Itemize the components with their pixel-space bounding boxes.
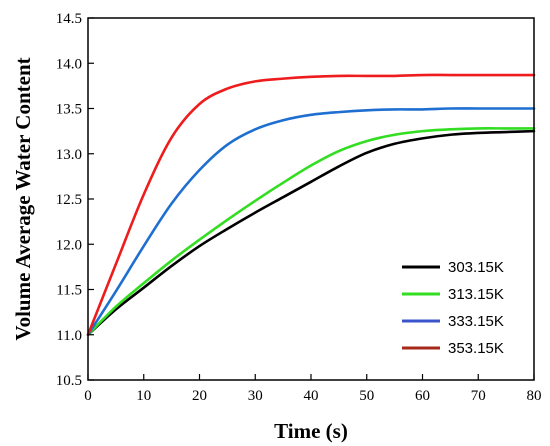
y-tick-label: 13.5 [56, 102, 82, 118]
series-line-313.15K [86, 127, 536, 337]
x-axis-title: Time (s) [274, 419, 348, 443]
x-tick-label: 50 [359, 388, 374, 404]
x-tick-label: 10 [136, 388, 151, 404]
series-line-353.15K [86, 73, 536, 337]
x-tick-label: 80 [527, 388, 542, 404]
legend: 303.15K 313.15K 333.15K 353.15K [402, 259, 504, 357]
axes-layer: 0 10 20 30 40 50 60 70 80 10.5 11.0 11.5 12.0 12.5 13.… [56, 11, 542, 404]
series-line-333.15K [86, 107, 536, 337]
y-tick-label: 14.0 [56, 56, 82, 72]
y-tick-label: 12.5 [56, 192, 82, 208]
y-tick-label: 12.0 [56, 237, 82, 253]
legend-label-303.15K: 303.15K [448, 259, 504, 276]
y-tick-label: 14.5 [56, 11, 82, 27]
legend-label-353.15K: 353.15K [448, 340, 504, 357]
x-tick-label: 20 [192, 388, 207, 404]
x-tick-label: 60 [415, 388, 430, 404]
series-line-303.15K [86, 129, 536, 337]
legend-label-313.15K: 313.15K [448, 286, 504, 303]
x-tick-label: 40 [304, 388, 319, 404]
legend-label-333.15K: 333.15K [448, 313, 504, 330]
y-tick-label: 10.5 [56, 373, 82, 389]
y-axis-title: Volume Average Water Content [11, 57, 35, 340]
x-tick-label: 70 [471, 388, 486, 404]
y-tick-label: 13.0 [56, 147, 82, 163]
series-layer [86, 73, 536, 337]
y-tick-label: 11.5 [56, 283, 82, 299]
y-tick-label: 11.0 [56, 328, 82, 344]
x-tick-label: 0 [84, 388, 92, 404]
x-tick-label: 30 [248, 388, 263, 404]
